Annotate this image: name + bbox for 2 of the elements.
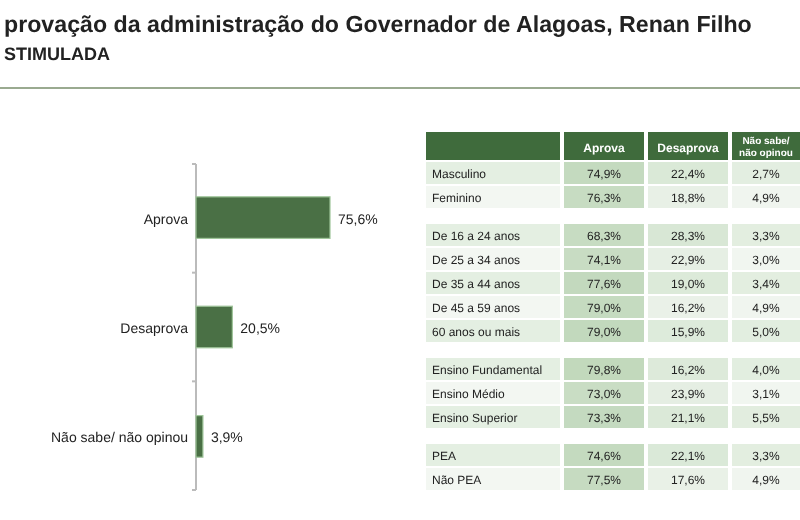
text: provação da administração do Governador de Alagoas, Renan Filho bbox=[4, 12, 752, 38]
chart-subtitle: STIMULADA bbox=[4, 44, 111, 64]
